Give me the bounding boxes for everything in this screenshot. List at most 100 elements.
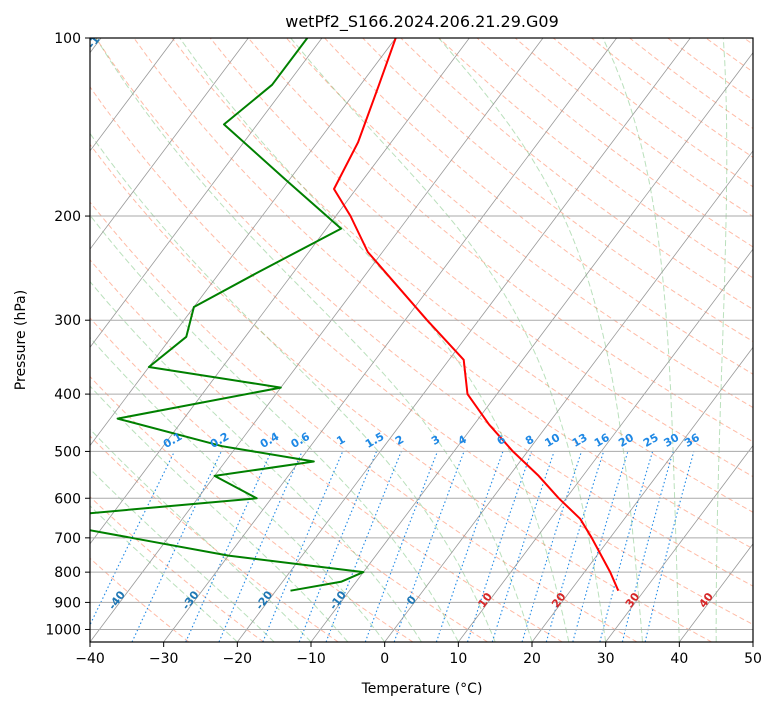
mixing-ratio-label: 25 <box>641 431 661 450</box>
y-tick-label: 1000 <box>45 622 81 638</box>
isotherm-label: 40 <box>696 590 716 610</box>
mixing-ratio-label: 0.1 <box>161 430 184 451</box>
isotherm-label: -20 <box>253 588 276 612</box>
mixing-ratio-line <box>90 451 175 627</box>
dry-adiabat-line <box>90 557 190 642</box>
mixing-ratio-line <box>466 451 533 642</box>
mixing-ratio-line <box>521 451 583 642</box>
moist-adiabat-line <box>90 336 386 642</box>
mixing-ratio-label: 3 <box>429 433 442 448</box>
mixing-ratio-line <box>621 451 674 642</box>
dry-adiabat-line <box>90 317 488 642</box>
moist-adiabat-line <box>90 468 275 642</box>
dry-adiabat-line <box>171 38 753 513</box>
isotherm-label: -100 <box>85 21 112 51</box>
y-tick-label: 800 <box>54 565 81 581</box>
isotherm-line <box>458 248 753 642</box>
moist-adiabat-line <box>602 38 680 642</box>
dry-adiabat-line <box>705 38 753 73</box>
temperature-profile-line <box>333 38 620 592</box>
mixing-ratio-line <box>545 451 605 642</box>
dry-adiabat-line <box>90 495 264 642</box>
mixing-ratio-line <box>572 451 629 642</box>
dry-adiabat-line <box>90 201 638 642</box>
moist-adiabat-line <box>90 385 349 642</box>
dry-adiabat-line <box>90 259 563 642</box>
moist-adiabat-line <box>95 38 533 642</box>
mixing-ratio-label: 2 <box>393 433 406 448</box>
x-axis-label: Temperature (°C) <box>361 681 483 697</box>
chart-title: wetPf2_S166.2024.206.21.29.G09 <box>285 12 559 32</box>
x-tick-label: 50 <box>744 651 762 667</box>
isotherm-line <box>90 38 249 250</box>
dry-adiabat-line <box>90 143 712 642</box>
isotherm-label: 30 <box>623 590 643 610</box>
isotherm-line <box>384 150 753 642</box>
dry-adiabat-line <box>90 435 339 642</box>
mixing-ratio-label: 8 <box>523 433 536 448</box>
mixing-ratio-label: 6 <box>495 433 508 448</box>
x-tick-label: −10 <box>296 651 326 667</box>
dry-adiabat-line <box>209 38 753 478</box>
isotherm-line <box>752 641 753 642</box>
isotherm-line <box>90 38 470 545</box>
x-tick-label: −20 <box>223 651 253 667</box>
moist-adiabat-line <box>90 132 496 642</box>
isotherm-line <box>163 38 617 642</box>
moist-adiabat-line <box>290 38 607 642</box>
isotherm-line <box>605 444 753 642</box>
mixing-ratio-line <box>491 451 555 642</box>
dry-adiabat-line <box>743 38 753 45</box>
dry-adiabat-line <box>324 38 753 375</box>
mixing-ratio-label: 16 <box>592 431 612 450</box>
x-tick-label: 10 <box>449 651 467 667</box>
isotherm-label: -40 <box>106 588 129 612</box>
mixing-ratio-line <box>599 451 654 642</box>
mixing-ratio-label: 1 <box>334 433 347 448</box>
axes: −40 −30 −20 −10 0 10 20 30 40 5010020030040050060… <box>45 31 762 667</box>
x-tick-label: −40 <box>75 651 105 667</box>
isotherm-line <box>531 346 753 642</box>
mixing-ratio-label: 0.4 <box>258 430 282 451</box>
x-tick-label: −30 <box>149 651 179 667</box>
isotherm-label: 20 <box>549 590 569 610</box>
isotherm-line <box>679 543 753 642</box>
mixing-ratio-line <box>644 451 695 642</box>
y-tick-label: 600 <box>54 491 81 507</box>
isotherm-line <box>310 51 753 642</box>
dewpoint-profile-line <box>90 38 365 592</box>
y-tick-label: 300 <box>54 313 81 329</box>
dry-adiabat-line <box>247 38 753 443</box>
mixing-ratio-line <box>364 451 439 642</box>
dry-adiabat-line <box>438 38 753 279</box>
x-tick-label: 40 <box>670 651 688 667</box>
moist-adiabat-line <box>438 38 643 642</box>
dry-adiabat-line <box>90 86 753 626</box>
mixing-ratio-line <box>262 451 344 642</box>
moist-adiabat-line <box>715 38 728 642</box>
y-tick-label: 500 <box>54 444 81 460</box>
x-tick-label: 20 <box>523 651 541 667</box>
y-axis-label: Pressure (hPa) <box>13 290 29 390</box>
isotherm-line <box>90 38 175 152</box>
dry-adiabat-line <box>400 38 753 310</box>
plot-area: -100-40 -30 -20 -10 0 10 20 30 400.1 0.2 0.4 0.6 1 1.… <box>85 21 753 642</box>
x-tick-label: 0 <box>380 651 389 667</box>
plot-frame <box>89 37 754 643</box>
mixing-ratio-label: 20 <box>616 431 636 450</box>
mixing-ratio-line <box>218 451 303 642</box>
moist-adiabat-line <box>90 428 312 642</box>
mixing-ratio-label: 36 <box>682 431 702 450</box>
y-tick-label: 100 <box>54 31 81 47</box>
mixing-ratio-label: 13 <box>570 431 590 450</box>
dry-adiabat-line <box>552 38 753 188</box>
y-tick-label: 700 <box>54 531 81 547</box>
dry-adiabat-line <box>667 38 753 101</box>
dry-adiabat-line <box>133 38 753 550</box>
y-tick-label: 400 <box>54 387 81 403</box>
y-tick-label: 200 <box>54 209 81 225</box>
dry-adiabat-line <box>286 38 753 409</box>
dry-adiabat-line <box>362 38 753 343</box>
mixing-ratio-line <box>393 451 465 642</box>
